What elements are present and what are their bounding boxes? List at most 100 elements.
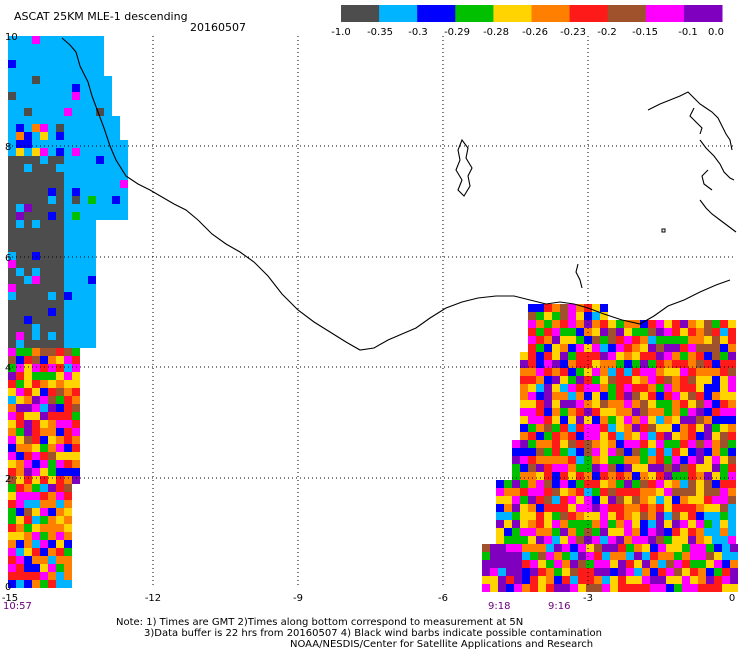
- data-cell: [634, 552, 642, 560]
- data-cell: [722, 544, 730, 552]
- data-cell: [72, 124, 80, 132]
- data-cell: [72, 356, 80, 364]
- data-cell: [602, 560, 610, 568]
- data-cell: [592, 400, 600, 408]
- data-cell: [24, 36, 32, 44]
- data-cell: [688, 320, 696, 328]
- data-cell: [544, 480, 552, 488]
- data-cell: [88, 36, 96, 44]
- data-cell: [48, 412, 56, 420]
- data-cell: [16, 468, 24, 476]
- data-cell: [650, 552, 658, 560]
- data-cell: [656, 336, 664, 344]
- data-cell: [640, 328, 648, 336]
- data-cell: [24, 412, 32, 420]
- data-cell: [80, 140, 88, 148]
- data-cell: [648, 400, 656, 408]
- data-cell: [8, 260, 16, 268]
- data-cell: [16, 156, 24, 164]
- data-cell: [554, 568, 562, 576]
- data-cell: [536, 448, 544, 456]
- data-cell: [112, 148, 120, 156]
- data-cell: [16, 476, 24, 484]
- data-cell: [16, 164, 24, 172]
- data-cell: [48, 452, 56, 460]
- data-cell: [520, 528, 528, 536]
- data-cell: [664, 336, 672, 344]
- data-cell: [714, 568, 722, 576]
- data-cell: [610, 560, 618, 568]
- data-cell: [544, 368, 552, 376]
- data-cell: [512, 472, 520, 480]
- data-cell: [24, 100, 32, 108]
- data-cell: [608, 328, 616, 336]
- data-cell: [704, 480, 712, 488]
- data-cell: [642, 552, 650, 560]
- data-cell: [56, 204, 64, 212]
- data-cell: [616, 432, 624, 440]
- data-cell: [80, 212, 88, 220]
- data-cell: [64, 460, 72, 468]
- data-cell: [80, 292, 88, 300]
- data-cell: [24, 196, 32, 204]
- data-cell: [16, 44, 24, 52]
- data-cell: [546, 568, 554, 576]
- data-cell: [712, 384, 720, 392]
- data-cell: [496, 528, 504, 536]
- data-cell: [522, 544, 530, 552]
- data-cell: [88, 292, 96, 300]
- data-cell: [608, 528, 616, 536]
- data-cell: [696, 440, 704, 448]
- data-cell: [16, 444, 24, 452]
- data-cell: [40, 300, 48, 308]
- data-cell: [664, 520, 672, 528]
- data-cell: [520, 392, 528, 400]
- data-cell: [608, 432, 616, 440]
- data-cell: [88, 76, 96, 84]
- data-cell: [640, 384, 648, 392]
- data-cell: [56, 68, 64, 76]
- data-cell: [688, 400, 696, 408]
- data-cell: [594, 544, 602, 552]
- data-cell: [688, 464, 696, 472]
- data-cell: [570, 544, 578, 552]
- data-cell: [80, 124, 88, 132]
- data-cell: [64, 412, 72, 420]
- data-cell: [680, 344, 688, 352]
- data-cell: [72, 60, 80, 68]
- data-cell: [16, 564, 24, 572]
- data-cell: [562, 544, 570, 552]
- data-cell: [64, 300, 72, 308]
- data-cell: [648, 528, 656, 536]
- data-cell: [632, 456, 640, 464]
- data-cell: [592, 480, 600, 488]
- data-cell: [16, 404, 24, 412]
- data-cell: [482, 560, 490, 568]
- data-cell: [32, 348, 40, 356]
- data-cell: [8, 436, 16, 444]
- data-cell: [664, 488, 672, 496]
- data-cell: [696, 432, 704, 440]
- data-cell: [80, 148, 88, 156]
- data-cell: [576, 328, 584, 336]
- data-cell: [634, 576, 642, 584]
- x-tick-label: -15: [2, 593, 18, 604]
- data-cell: [680, 384, 688, 392]
- data-cell: [608, 392, 616, 400]
- data-cell: [680, 432, 688, 440]
- data-cell: [56, 116, 64, 124]
- data-cell: [64, 228, 72, 236]
- data-cell: [592, 512, 600, 520]
- data-cell: [618, 568, 626, 576]
- data-cell: [592, 416, 600, 424]
- data-cell: [16, 76, 24, 84]
- data-cell: [672, 528, 680, 536]
- data-cell: [704, 400, 712, 408]
- legend-swatch: [417, 5, 456, 22]
- data-cell: [704, 464, 712, 472]
- data-cell: [16, 68, 24, 76]
- data-cell: [624, 432, 632, 440]
- data-cell: [72, 460, 80, 468]
- data-cell: [544, 424, 552, 432]
- data-cell: [40, 244, 48, 252]
